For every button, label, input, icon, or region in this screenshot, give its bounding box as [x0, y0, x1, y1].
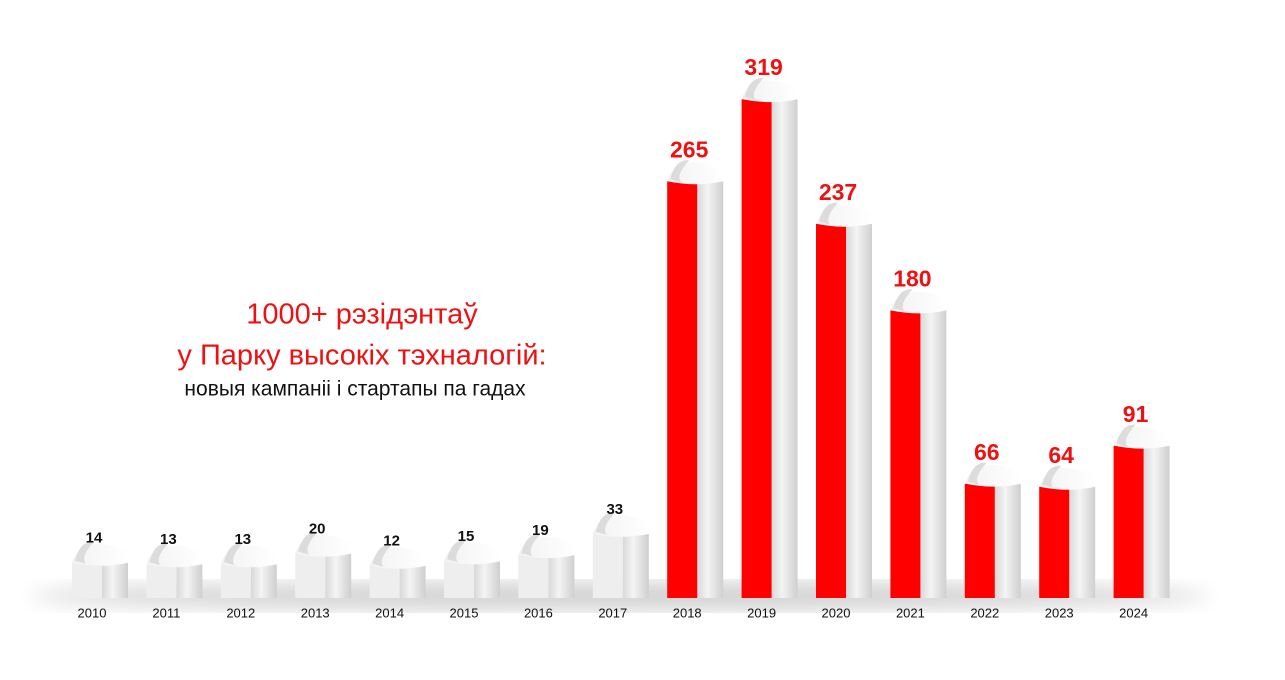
x-tick-label: 2016 [524, 605, 553, 620]
bar-cap-inner [149, 543, 169, 566]
x-tick-label: 2011 [152, 605, 180, 620]
value-label: 180 [893, 265, 931, 291]
value-label: 12 [383, 533, 400, 550]
bar-cap-inner [447, 540, 466, 563]
bar-side [176, 564, 203, 598]
bar-side [994, 483, 1021, 598]
x-tick-label: 2014 [375, 605, 404, 620]
bar-cap-inner [521, 534, 541, 557]
bar-side [920, 310, 947, 598]
value-label: 14 [86, 530, 103, 547]
value-label: 265 [670, 136, 709, 162]
bar [964, 483, 995, 598]
x-tick-label: 2018 [673, 605, 702, 620]
bar [890, 310, 921, 598]
value-label: 33 [606, 501, 623, 518]
x-tick-label: 2020 [822, 605, 851, 620]
bar-cap-inner [1042, 465, 1062, 488]
bar-side [771, 99, 798, 599]
bar-cap-inner [819, 202, 838, 225]
bar-side [399, 565, 426, 598]
bar [72, 562, 102, 598]
x-tick-label: 2023 [1045, 605, 1074, 620]
value-label: 66 [974, 439, 1000, 465]
bar [1039, 486, 1070, 598]
bar-side [102, 562, 128, 598]
bar [741, 99, 772, 599]
x-tick-label: 2022 [970, 605, 999, 620]
bar-side [474, 561, 500, 598]
bar-cap-inner [893, 289, 913, 312]
value-label: 13 [160, 531, 177, 548]
bar-cap-inner [670, 160, 690, 183]
bar-side [1069, 486, 1096, 598]
chart-title: 1000+ рэзідэнтаў [246, 299, 478, 331]
value-label: 19 [532, 522, 549, 539]
x-tick-label: 2021 [896, 605, 925, 620]
x-tick-label: 2017 [598, 605, 627, 620]
bar [592, 533, 623, 598]
bar-side [548, 555, 575, 598]
x-tick-label: 2013 [301, 605, 330, 620]
value-label: 13 [234, 531, 251, 548]
bar [667, 181, 698, 598]
value-label: 15 [458, 528, 475, 545]
value-label: 20 [309, 521, 326, 538]
bar [295, 553, 326, 598]
bar-cap-inner [372, 544, 392, 567]
x-tick-label: 2015 [450, 605, 479, 620]
bar-side [846, 223, 872, 598]
bar-side [250, 564, 277, 598]
x-tick-label: 2010 [78, 605, 107, 620]
bar [444, 561, 474, 598]
bar-cap-inner [75, 541, 94, 564]
value-label: 237 [819, 179, 857, 205]
bar-cap-inner [595, 512, 615, 535]
bar [518, 555, 549, 598]
value-label: 319 [744, 54, 782, 80]
chart-subtitle: новыя кампаніі і стартапы па гадах [184, 378, 526, 401]
bar [816, 223, 846, 598]
bar-side [1143, 445, 1170, 598]
bar [369, 565, 400, 598]
bar [1113, 445, 1144, 598]
x-tick-label: 2019 [747, 605, 776, 620]
bar-side [325, 553, 352, 598]
bar-cap-inner [298, 532, 318, 555]
bar-cap-inner [1116, 424, 1136, 447]
bar-side [697, 181, 724, 598]
bar-cap-inner [223, 543, 243, 566]
x-tick-label: 2024 [1119, 605, 1148, 620]
chart-title: у Парку высокіх тэхналогій: [177, 340, 546, 372]
bar-cap-inner [744, 78, 764, 101]
value-label: 64 [1048, 442, 1074, 468]
bar-cap-inner [967, 462, 987, 485]
x-tick-label: 2012 [226, 605, 255, 620]
bar [146, 564, 177, 598]
bar [220, 564, 251, 598]
bar-side [622, 533, 649, 598]
value-label: 91 [1123, 401, 1149, 427]
